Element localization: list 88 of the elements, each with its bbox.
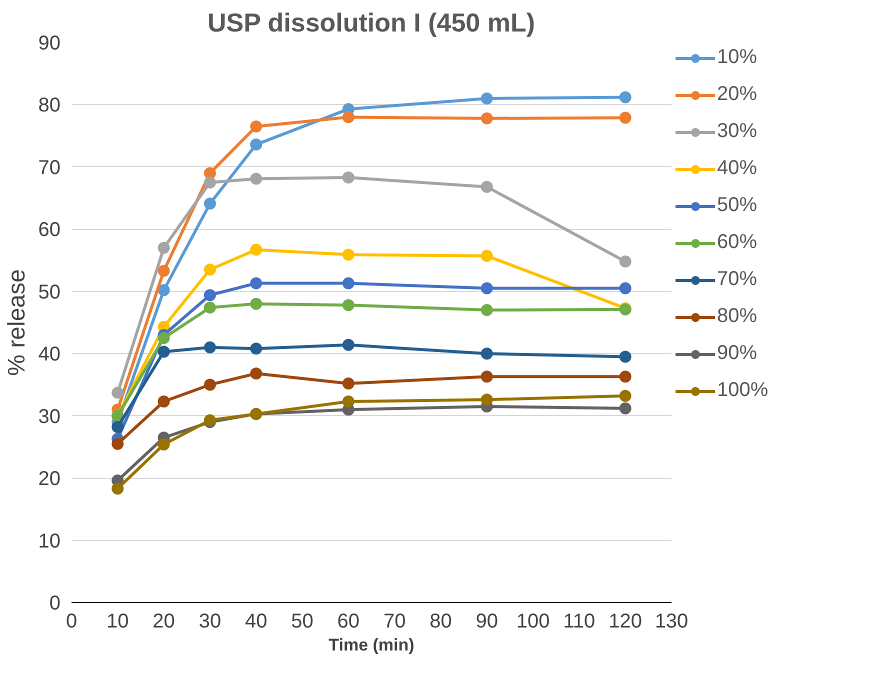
point (158, 438, 170, 450)
legend-label: 90% (717, 342, 758, 365)
point (342, 111, 354, 124)
point (619, 402, 632, 414)
legend-label: 30% (717, 120, 758, 143)
point (250, 342, 262, 355)
y-tick-label: 60 (38, 219, 61, 242)
point (480, 282, 493, 294)
point (250, 277, 262, 290)
point (619, 390, 632, 402)
point (204, 378, 216, 391)
point (480, 112, 493, 124)
point (204, 176, 216, 188)
point (158, 284, 170, 296)
point (250, 120, 262, 132)
point (158, 396, 170, 408)
y-tick-label: 0 (49, 592, 60, 614)
legend-label: 50% (717, 194, 758, 217)
x-axis-title: Time (min) (328, 636, 414, 654)
y-tick-label: 90 (38, 32, 61, 54)
x-tick-label: 40 (244, 610, 268, 632)
x-tick-label: 50 (291, 610, 314, 632)
x-tick-label: 110 (563, 610, 596, 632)
point (112, 482, 124, 495)
point (112, 386, 124, 399)
point (158, 332, 170, 344)
point (204, 302, 216, 314)
x-tick-label: 60 (337, 610, 360, 632)
x-tick-label: 20 (152, 610, 175, 632)
point (480, 370, 493, 383)
point (204, 341, 216, 354)
x-tick-label: 130 (654, 610, 688, 632)
point (342, 377, 354, 390)
legend-label: 70% (717, 268, 758, 291)
point (619, 91, 632, 104)
legend-label: 20% (717, 83, 758, 106)
point (480, 92, 493, 104)
point (342, 277, 354, 290)
point (250, 138, 262, 151)
legend-label: 40% (717, 157, 758, 180)
legend-label: 80% (717, 305, 758, 328)
point (619, 370, 632, 383)
point (250, 244, 262, 256)
x-tick-label: 30 (198, 610, 222, 632)
y-tick-label: 80 (38, 94, 61, 117)
point (250, 298, 262, 310)
point (480, 180, 493, 193)
x-tick-label: 10 (106, 610, 129, 632)
point (619, 350, 632, 363)
point (250, 368, 262, 380)
x-tick-label: 90 (476, 610, 498, 632)
point (342, 248, 354, 261)
point (342, 338, 354, 351)
point (342, 396, 354, 408)
point (480, 304, 493, 316)
y-tick-label: 50 (38, 281, 61, 304)
y-axis-title: % release (3, 269, 30, 376)
legend-label: 100% (717, 379, 768, 402)
point (112, 438, 124, 450)
point (342, 299, 354, 312)
point (619, 282, 632, 294)
legend-label: 10% (717, 46, 758, 69)
point (480, 348, 493, 360)
y-tick-label: 10 (38, 530, 61, 552)
point (204, 264, 216, 276)
y-tick-label: 40 (38, 344, 61, 366)
point (619, 256, 632, 268)
chart-title: USP dissolution I (450 mL) (208, 8, 535, 38)
legend-label: 60% (717, 231, 758, 254)
point (204, 289, 216, 302)
point (112, 421, 124, 434)
point (158, 242, 170, 254)
point (480, 394, 493, 406)
point (342, 172, 354, 184)
point (250, 172, 262, 185)
point (158, 346, 170, 358)
x-tick-label: 80 (430, 610, 452, 632)
y-tick-label: 20 (38, 468, 61, 490)
point (158, 264, 170, 277)
x-tick-label: 120 (608, 610, 642, 632)
x-tick-label: 100 (516, 610, 550, 632)
point (204, 198, 216, 210)
point (480, 250, 493, 262)
y-tick-label: 70 (38, 156, 61, 179)
x-tick-label: 70 (383, 610, 406, 632)
point (619, 112, 632, 124)
y-tick-label: 30 (38, 406, 61, 428)
x-tick-label: 0 (66, 610, 78, 632)
